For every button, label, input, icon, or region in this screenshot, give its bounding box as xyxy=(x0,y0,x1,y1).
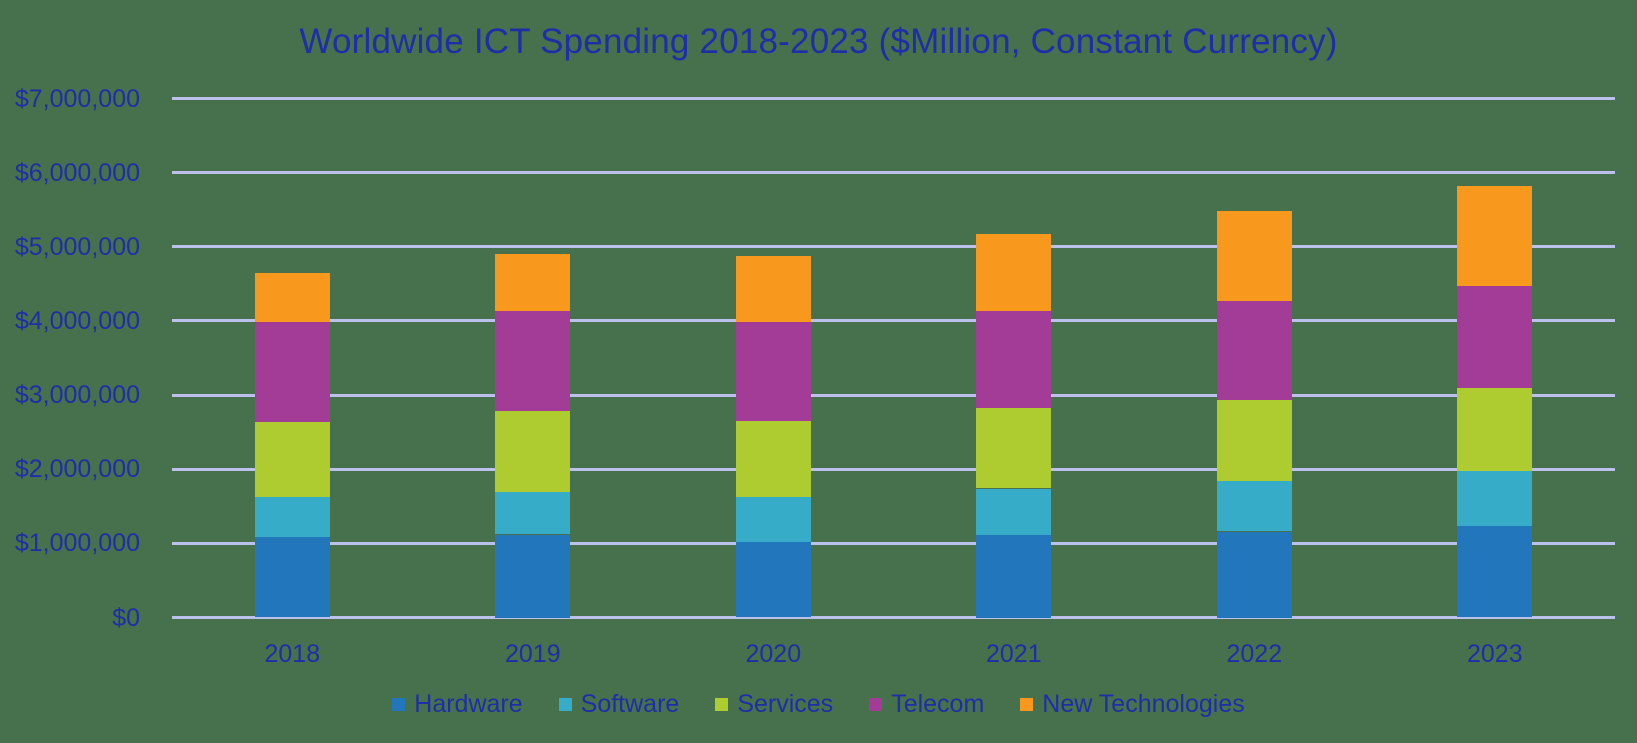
gridline-7000000 xyxy=(172,97,1615,100)
bar-segment-software-2022 xyxy=(1216,481,1292,532)
legend-item-hardware: Hardware xyxy=(392,690,523,719)
legend-item-software: Software xyxy=(558,690,680,719)
bar-segment-hardware-2019 xyxy=(495,534,571,618)
bar-segment-services-2018 xyxy=(254,421,330,497)
bar-segment-services-2019 xyxy=(495,411,571,493)
chart-title: Worldwide ICT Spending 2018-2023 ($Milli… xyxy=(299,22,1338,61)
bar-segment-telecom-2019 xyxy=(495,311,571,412)
bar-segment-telecom-2018 xyxy=(254,321,330,422)
legend-swatch-hardware xyxy=(392,698,406,711)
gridline-1000000 xyxy=(172,541,1615,545)
x-tick-label-2022: 2022 xyxy=(1226,640,1283,668)
legend-item-new-technologies: New Technologies xyxy=(1020,690,1245,719)
legend-swatch-telecom xyxy=(869,698,883,711)
legend-label-new-technologies: New Technologies xyxy=(1042,690,1245,718)
bar-segment-new-technologies-2021 xyxy=(976,234,1052,312)
bar-segment-hardware-2018 xyxy=(254,536,330,618)
gridline-3000000 xyxy=(172,393,1615,397)
bar-segment-new-technologies-2022 xyxy=(1216,211,1292,301)
bar-segment-telecom-2022 xyxy=(1216,300,1292,401)
bar-segment-telecom-2020 xyxy=(735,321,811,421)
legend: Hardware Software Services Telecom New Techn… xyxy=(0,690,1637,719)
x-tick-label-2019: 2019 xyxy=(504,640,561,668)
bar-segment-new-technologies-2018 xyxy=(254,272,330,322)
bar-segment-hardware-2022 xyxy=(1216,531,1292,618)
legend-label-software: Software xyxy=(580,690,680,718)
x-tick-label-2020: 2020 xyxy=(745,640,802,668)
bar-segment-telecom-2021 xyxy=(976,311,1052,409)
y-tick-label: $7,000,000 xyxy=(14,84,140,113)
x-tick-label-2023: 2023 xyxy=(1466,640,1523,668)
legend-swatch-services xyxy=(715,698,729,711)
y-tick-label: $2,000,000 xyxy=(14,455,140,484)
gridline-0 xyxy=(172,616,1615,619)
bar-segment-software-2020 xyxy=(735,496,811,542)
y-tick-label: $3,000,000 xyxy=(14,381,140,410)
legend-swatch-software xyxy=(558,698,572,711)
x-tick-label-2018: 2018 xyxy=(264,640,321,668)
bar-segment-new-technologies-2019 xyxy=(495,253,571,312)
bar-segment-hardware-2023 xyxy=(1457,526,1533,618)
legend-label-telecom: Telecom xyxy=(891,690,985,718)
y-tick-label: $1,000,000 xyxy=(14,529,140,558)
bar-segment-services-2023 xyxy=(1457,387,1533,472)
gridline-5000000 xyxy=(172,245,1615,249)
legend-label-hardware: Hardware xyxy=(414,690,523,718)
legend-item-telecom: Telecom xyxy=(869,690,984,719)
gridline-4000000 xyxy=(172,319,1615,323)
gridline-2000000 xyxy=(172,467,1615,471)
bar-segment-software-2019 xyxy=(495,492,571,535)
bar-segment-new-technologies-2020 xyxy=(735,256,811,322)
bar-segment-hardware-2021 xyxy=(976,534,1052,618)
bar-segment-software-2018 xyxy=(254,496,330,537)
y-tick-label: $5,000,000 xyxy=(14,232,140,261)
legend-label-services: Services xyxy=(737,690,834,718)
x-tick-label-2021: 2021 xyxy=(985,640,1042,668)
gridline-6000000 xyxy=(172,171,1615,175)
legend-item-services: Services xyxy=(715,690,833,719)
bar-segment-new-technologies-2023 xyxy=(1457,186,1533,287)
y-tick-label: $0 xyxy=(112,603,140,632)
legend-swatch-new-technologies xyxy=(1020,698,1034,711)
y-tick-label: $4,000,000 xyxy=(14,306,140,335)
bar-segment-hardware-2020 xyxy=(735,541,811,618)
bar-segment-software-2023 xyxy=(1457,471,1533,527)
bar-segment-services-2021 xyxy=(976,408,1052,489)
bar-segment-services-2020 xyxy=(735,421,811,497)
bar-segment-telecom-2023 xyxy=(1457,286,1533,388)
bar-segment-services-2022 xyxy=(1216,400,1292,482)
bar-segment-software-2021 xyxy=(976,488,1052,535)
y-tick-label: $6,000,000 xyxy=(14,158,140,187)
